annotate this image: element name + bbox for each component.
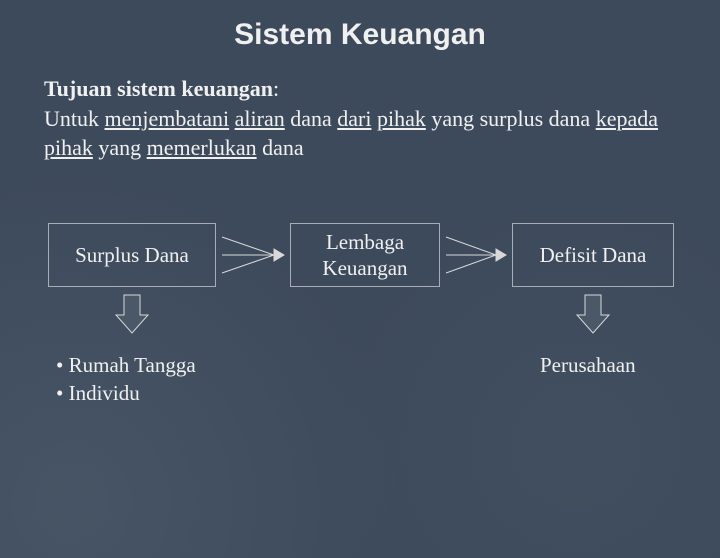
caption-defisit-example: Perusahaan: [540, 351, 636, 379]
objective-text: Tujuan sistem keuangan: Untuk menjembata…: [44, 74, 676, 163]
objective-label: Tujuan sistem keuangan: [44, 76, 273, 101]
caption-surplus-examples: • Rumah Tangga • Individu: [56, 351, 196, 408]
box-surplus-dana: Surplus Dana: [48, 223, 216, 287]
arrow-down-icon: [573, 293, 613, 337]
box-defisit-dana: Defisit Dana: [512, 223, 674, 287]
arrow-down-icon: [112, 293, 152, 337]
flow-diagram: Surplus Dana Lembaga Keuangan Defisit Da…: [0, 223, 720, 483]
page-title: Sistem Keuangan: [0, 18, 720, 52]
box-lembaga-keuangan: Lembaga Keuangan: [290, 223, 440, 287]
arrow-right-icon: [220, 223, 286, 287]
arrow-right-icon: [444, 223, 508, 287]
